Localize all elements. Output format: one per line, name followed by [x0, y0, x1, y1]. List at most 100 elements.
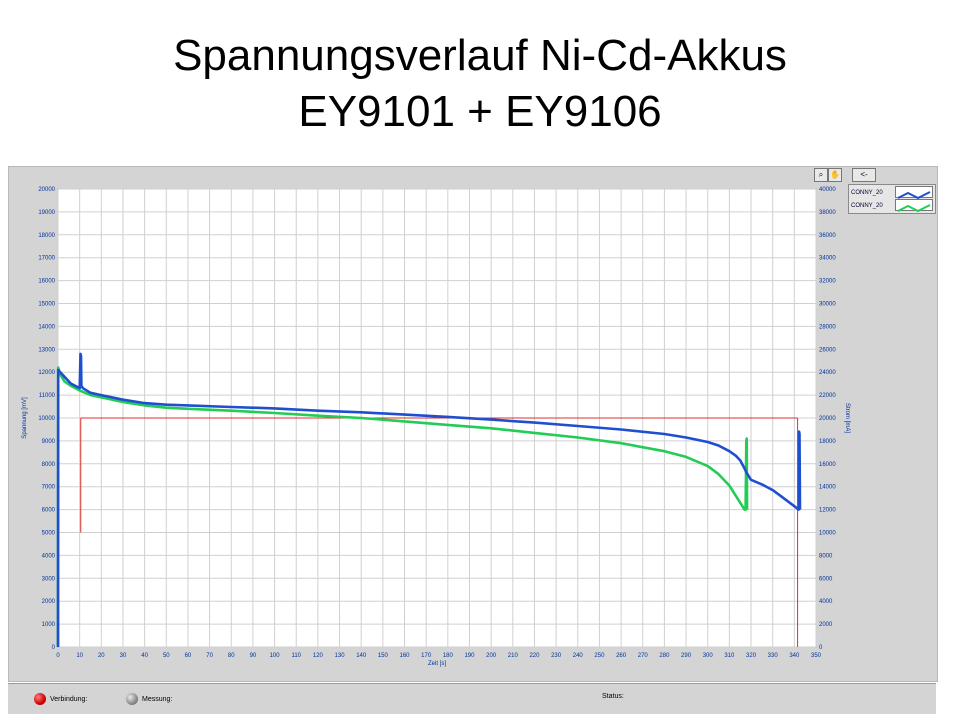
y2-tick-label-12: 24000 [819, 370, 836, 376]
x-tick-label-6: 60 [185, 653, 192, 659]
x-tick-label-22: 220 [529, 653, 540, 659]
x-tick-label-12: 120 [313, 653, 324, 659]
x-tick-label-18: 180 [443, 653, 454, 659]
x-tick-label-31: 310 [724, 653, 735, 659]
y-tick-label-7: 7000 [42, 485, 56, 491]
y-axis-label: Spannung [mV] [22, 397, 28, 439]
y2-tick-label-18: 36000 [819, 233, 836, 239]
measurement-label: Messung: [142, 695, 173, 703]
y2-tick-label-6: 12000 [819, 508, 836, 514]
y2-tick-label-2: 4000 [819, 599, 833, 605]
x-tick-label-28: 280 [659, 653, 670, 659]
y-tick-label-1: 1000 [42, 622, 56, 628]
y-tick-label-12: 12000 [38, 370, 55, 376]
pan-tool-button[interactable]: ✋ [828, 168, 842, 182]
x-tick-label-24: 240 [573, 653, 584, 659]
y2-tick-label-7: 14000 [819, 485, 836, 491]
zoom-tool-button[interactable]: ⌕ [814, 168, 828, 182]
y-tick-label-20: 20000 [38, 187, 55, 193]
y2-tick-label-4: 8000 [819, 553, 833, 559]
y2-tick-label-10: 20000 [819, 416, 836, 422]
x-tick-label-2: 20 [98, 653, 105, 659]
y-tick-label-0: 0 [52, 645, 56, 651]
legend-label-2: CONNY_20 [851, 203, 883, 209]
legend-entry-1: CONNY_20 [851, 187, 883, 199]
x-tick-label-3: 30 [120, 653, 127, 659]
y-tick-label-17: 17000 [38, 256, 55, 262]
y-tick-label-11: 11000 [39, 393, 56, 399]
status-label: Status: [602, 693, 624, 700]
y-tick-label-4: 4000 [42, 553, 56, 559]
plot-legend: CONNY_20 CONNY_20 [848, 184, 936, 214]
slide-title-line1: Spannungsverlauf Ni-Cd-Akkus [173, 31, 787, 80]
connection-status: Verbindung: [34, 693, 87, 705]
series-line-1 [56, 352, 802, 648]
y-tick-label-19: 19000 [38, 210, 55, 216]
connection-label: Verbindung: [50, 695, 88, 703]
status-bar: Verbindung: Messung: Status: [8, 683, 936, 714]
y-tick-label-8: 8000 [42, 462, 56, 468]
y2-tick-label-19: 38000 [819, 210, 836, 216]
back-button[interactable]: <- [852, 168, 876, 182]
slide-title: Spannungsverlauf Ni-Cd-Akkus EY9101 + EY… [0, 28, 960, 140]
x-tick-label-13: 130 [335, 653, 346, 659]
y-tick-label-2: 2000 [42, 599, 56, 605]
y2-axis-label: Strom [mA] [844, 403, 850, 433]
y2-tick-label-9: 18000 [819, 439, 836, 445]
x-tick-label-10: 100 [270, 653, 281, 659]
y2-tick-label-16: 32000 [819, 279, 836, 285]
x-tick-label-25: 250 [594, 653, 605, 659]
x-tick-label-27: 270 [638, 653, 649, 659]
x-tick-label-20: 200 [486, 653, 497, 659]
y2-tick-label-5: 10000 [819, 531, 836, 537]
y-tick-label-13: 13000 [38, 347, 55, 353]
connection-led-icon [34, 693, 46, 705]
x-tick-label-9: 90 [250, 653, 257, 659]
x-tick-label-32: 320 [746, 653, 757, 659]
y-tick-label-9: 9000 [42, 439, 56, 445]
x-tick-label-34: 340 [789, 653, 800, 659]
y2-tick-label-17: 34000 [819, 256, 836, 262]
legend-label-1: CONNY_20 [851, 190, 883, 196]
legend-swatch-2[interactable] [895, 199, 933, 213]
legend-entry-2: CONNY_20 [851, 200, 883, 212]
y2-tick-label-13: 26000 [819, 347, 836, 353]
x-tick-label-23: 230 [551, 653, 562, 659]
y-tick-label-5: 5000 [42, 531, 56, 537]
x-tick-label-5: 50 [163, 653, 170, 659]
x-tick-label-11: 110 [291, 653, 301, 659]
y-tick-label-15: 15000 [38, 302, 55, 308]
slide-title-line2: EY9101 + EY9106 [298, 87, 662, 136]
y2-tick-label-1: 2000 [819, 622, 833, 628]
x-axis-label: Zeit [s] [428, 661, 446, 667]
x-tick-label-21: 210 [508, 653, 519, 659]
x-tick-label-0: 0 [56, 653, 60, 659]
x-tick-label-29: 290 [681, 653, 692, 659]
x-tick-label-33: 330 [768, 653, 779, 659]
x-tick-label-14: 140 [356, 653, 367, 659]
x-tick-label-35: 350 [811, 653, 822, 659]
y2-tick-label-14: 28000 [819, 324, 836, 330]
series-line-2 [56, 366, 749, 648]
y2-tick-label-8: 16000 [819, 462, 836, 468]
x-tick-label-15: 150 [378, 653, 389, 659]
measurement-status: Messung: [126, 693, 172, 705]
y-tick-label-16: 16000 [38, 279, 55, 285]
x-tick-label-7: 70 [206, 653, 213, 659]
y-tick-label-14: 14000 [38, 324, 55, 330]
measurement-led-icon [126, 693, 138, 705]
x-tick-label-26: 260 [616, 653, 627, 659]
x-tick-label-8: 80 [228, 653, 235, 659]
legend-swatch-1[interactable] [895, 186, 933, 200]
x-tick-label-16: 160 [400, 653, 411, 659]
x-tick-label-17: 170 [421, 653, 432, 659]
y-tick-label-18: 18000 [38, 233, 55, 239]
y-tick-label-10: 10000 [38, 416, 55, 422]
y2-tick-label-0: 0 [819, 645, 823, 651]
y2-tick-label-11: 22000 [819, 393, 836, 399]
x-tick-label-30: 300 [703, 653, 714, 659]
y-tick-label-6: 6000 [42, 508, 56, 514]
x-tick-label-4: 40 [141, 653, 148, 659]
x-tick-label-19: 190 [464, 653, 475, 659]
